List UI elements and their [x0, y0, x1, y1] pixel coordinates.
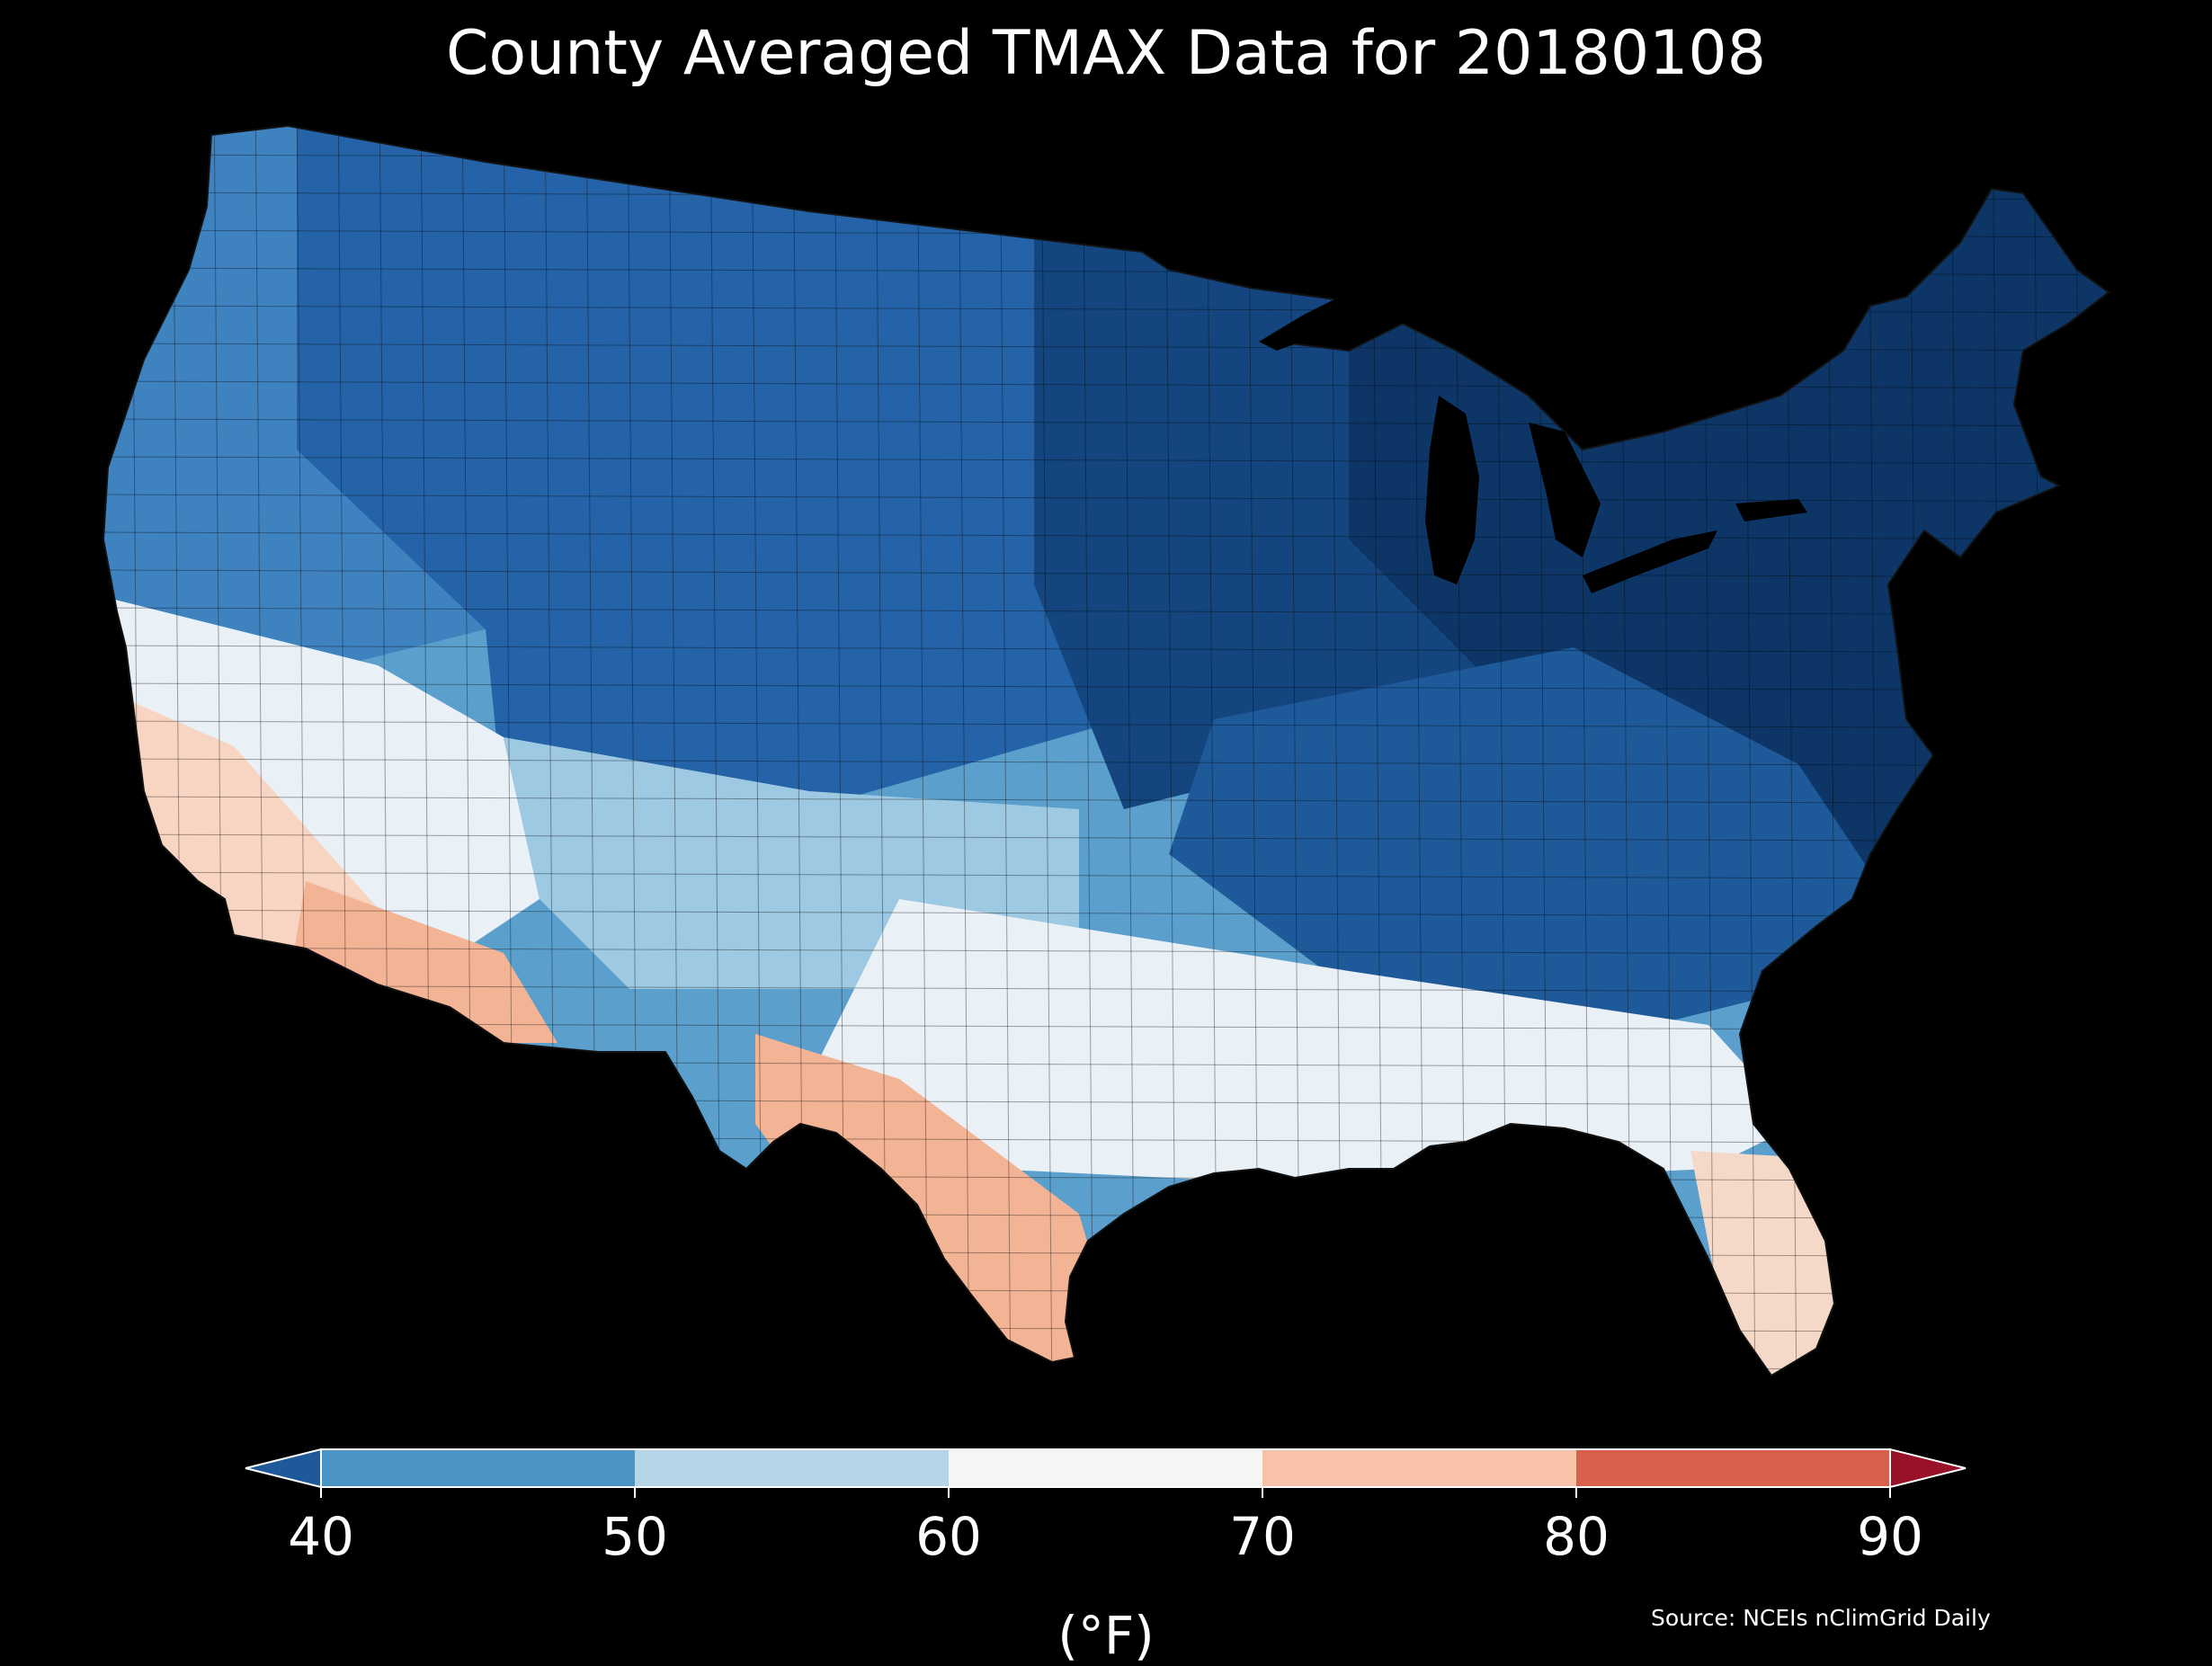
colorbar-tick-label: 50: [602, 1506, 668, 1567]
county-line-horizontal: [103, 682, 2109, 691]
county-line-horizontal: [103, 796, 2109, 805]
colorbar-tick-label: 70: [1229, 1506, 1296, 1567]
county-line-horizontal: [103, 833, 2109, 842]
county-line-horizontal: [103, 909, 2109, 918]
county-line-horizontal: [103, 531, 2109, 540]
county-line-horizontal: [103, 871, 2109, 880]
colorbar-over-arrow: [1889, 1448, 1967, 1489]
colorbar-segment: [1576, 1449, 1890, 1487]
county-line-horizontal: [103, 380, 2109, 389]
county-line-horizontal: [103, 645, 2109, 654]
colorbar-outline: [320, 1448, 1891, 1488]
county-line-vertical: [1123, 126, 1136, 1376]
county-line-horizontal: [103, 569, 2109, 578]
county-line-horizontal: [103, 418, 2109, 427]
county-line-horizontal: [103, 720, 2109, 729]
lake-erie: [1583, 530, 1717, 593]
colorbar-tick-label: 90: [1857, 1506, 1923, 1567]
source-credit: Source: NCEIs nClimGrid Daily: [1651, 1605, 1991, 1631]
colorbar-tick-label: 60: [915, 1506, 982, 1567]
region-southern-plains-gulf: [809, 899, 1798, 1187]
county-line-horizontal: [103, 607, 2109, 616]
county-line-horizontal: [103, 456, 2109, 465]
lake-michigan: [1425, 396, 1479, 584]
colorbar-segment: [949, 1449, 1262, 1487]
county-line-vertical: [916, 126, 929, 1376]
county-line-vertical: [958, 126, 970, 1376]
map-title: County Averaged TMAX Data for 20180108: [446, 18, 1766, 89]
colorbar-tick-label: 80: [1543, 1506, 1610, 1567]
county-line-vertical: [1164, 126, 1177, 1376]
colorbar-under-arrow: [245, 1448, 322, 1489]
region-northern-rockies-plains: [297, 126, 1124, 809]
county-line-vertical: [999, 126, 1012, 1376]
county-line-horizontal: [103, 494, 2109, 503]
colorbar-segment: [1262, 1449, 1576, 1487]
lake-superior: [1259, 279, 1385, 351]
county-line-vertical: [1082, 126, 1094, 1376]
county-line-horizontal: [103, 758, 2109, 767]
lake-huron: [1529, 423, 1601, 557]
lake-ontario: [1735, 499, 1807, 521]
region-south-texas: [755, 1034, 1124, 1367]
colorbar-segment: [635, 1449, 949, 1487]
colorbar-tick-label: 40: [288, 1506, 354, 1567]
region-mid-atlantic-southeast: [1169, 647, 1888, 1034]
colorbar-unit-label: (°F): [1057, 1605, 1155, 1666]
county-line-vertical: [1040, 126, 1053, 1376]
colorbar-segment: [321, 1449, 635, 1487]
